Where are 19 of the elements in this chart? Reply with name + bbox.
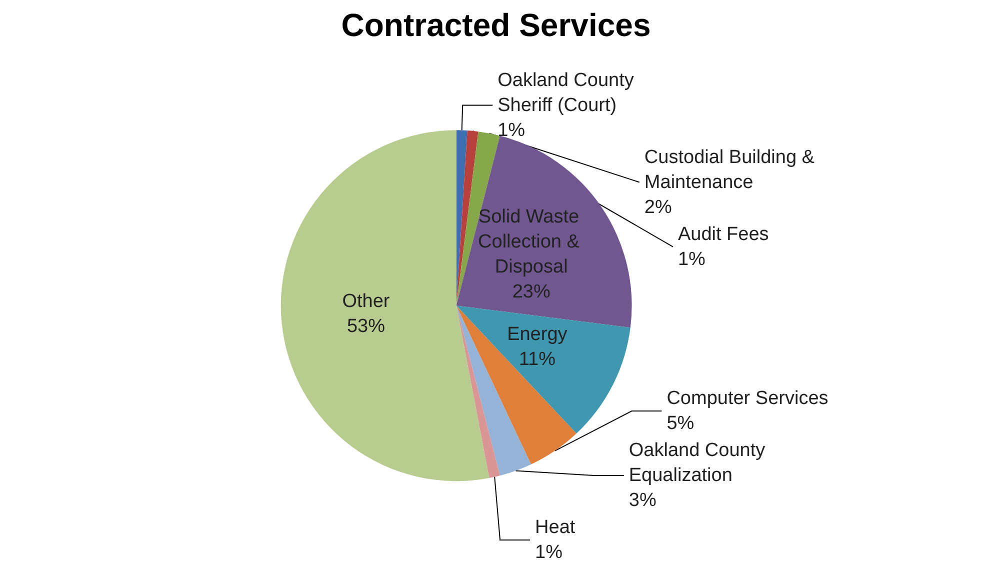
slice-label: Solid Waste Collection & Disposal bbox=[478, 206, 585, 278]
data-label: 3% bbox=[628, 490, 656, 511]
slice-label: Custodial Building & Maintenance bbox=[644, 146, 820, 193]
data-label: 11% bbox=[518, 348, 556, 370]
slice-label: Computer Services bbox=[666, 388, 828, 409]
slice-label: Oakland County Equalization bbox=[628, 440, 770, 486]
slice-label: Other bbox=[342, 291, 390, 312]
slice-label: Oakland County Sheriff (Court) bbox=[498, 70, 640, 116]
data-label: 23% bbox=[512, 282, 550, 303]
data-label: 1% bbox=[535, 542, 563, 563]
data-label: 1% bbox=[678, 248, 706, 270]
chart-title: Contracted Services bbox=[341, 7, 651, 43]
data-label: 53% bbox=[346, 316, 386, 338]
data-label: 5% bbox=[666, 413, 694, 434]
slice-label: Audit Fees bbox=[678, 224, 769, 245]
slice-label: Heat bbox=[535, 517, 576, 538]
data-label: 1% bbox=[498, 120, 526, 141]
slice-label: Energy bbox=[507, 324, 568, 345]
data-label: 2% bbox=[644, 196, 672, 218]
